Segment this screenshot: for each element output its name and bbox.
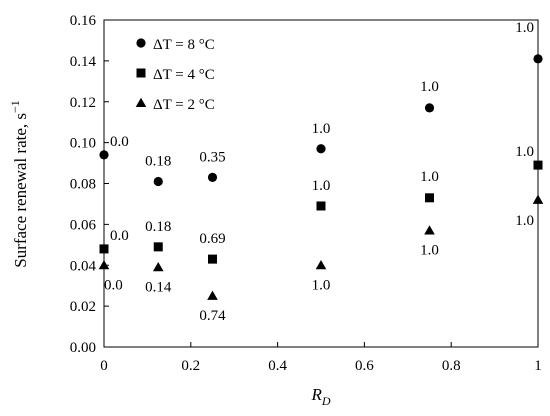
data-label: 1.0 xyxy=(420,169,439,185)
triangle-marker xyxy=(424,225,435,235)
data-label: 0.0 xyxy=(110,228,129,244)
y-tick-label: 0.16 xyxy=(70,13,97,29)
y-tick-label: 0.02 xyxy=(70,299,96,315)
triangle-marker xyxy=(207,290,218,300)
x-axis-title: RD xyxy=(310,385,330,408)
data-label: 0.18 xyxy=(145,153,171,169)
square-marker xyxy=(533,160,543,170)
square-marker xyxy=(153,242,163,252)
x-tick-label: 0.6 xyxy=(355,358,374,374)
data-label: 0.69 xyxy=(199,231,225,247)
data-label: 0.35 xyxy=(199,149,225,165)
data-label: 1.0 xyxy=(515,144,534,160)
x-tick-label: 0.4 xyxy=(268,358,287,374)
y-tick-label: 0.08 xyxy=(70,177,96,193)
triangle-marker xyxy=(98,259,110,270)
circle-marker xyxy=(207,172,218,182)
square-marker xyxy=(208,254,217,264)
data-label: 0.14 xyxy=(145,279,172,295)
data-label: 1.0 xyxy=(420,243,439,259)
y-tick-label: 0.10 xyxy=(70,136,96,152)
legend-label: ΔT = 2 °C xyxy=(153,97,215,113)
circle-marker xyxy=(136,38,146,48)
data-label: 1.0 xyxy=(312,277,331,293)
circle-marker xyxy=(424,103,435,113)
y-tick-label: 0.06 xyxy=(70,217,97,233)
data-label: 1.0 xyxy=(312,121,331,137)
legend-label: ΔT = 8 °C xyxy=(153,37,215,53)
data-label: 1.0 xyxy=(515,20,534,36)
data-markers xyxy=(98,54,544,300)
data-label: 0.18 xyxy=(145,219,171,235)
circle-marker xyxy=(153,176,163,187)
square-marker xyxy=(136,68,146,78)
x-tick-label: 1 xyxy=(534,358,542,374)
y-tick-label: 0.12 xyxy=(70,95,96,111)
circle-marker xyxy=(316,144,326,154)
square-marker xyxy=(425,193,434,203)
legend-label: ΔT = 4 °C xyxy=(153,67,215,83)
data-labels: 0.0 0.18 0.35 1.0 1.0 1.0 0.0 0.18 0.69 1.0 1.0 1.0… xyxy=(104,20,534,324)
x-tick-label: 0.8 xyxy=(442,358,461,374)
legend: ΔT = 8 °C ΔT = 4 °C ΔT = 2 °C xyxy=(135,37,215,113)
circle-marker xyxy=(99,150,109,160)
y-axis-title: Surface renewal rate, s−1 xyxy=(8,100,30,268)
data-label: 1.0 xyxy=(420,79,439,95)
x-tick-label: 0 xyxy=(100,358,108,374)
data-label: 0.0 xyxy=(104,277,123,293)
square-marker xyxy=(99,244,109,254)
x-tick-label: 0.2 xyxy=(181,358,200,374)
data-label: 1.0 xyxy=(312,178,331,194)
square-marker xyxy=(316,201,326,211)
y-tick-label: 0.14 xyxy=(70,54,97,70)
triangle-marker xyxy=(152,261,164,272)
y-tick-label: 0.04 xyxy=(70,258,97,274)
circle-marker xyxy=(533,54,543,64)
x-axis-ticks: 0 0.2 0.4 0.6 0.8 1 xyxy=(100,342,542,374)
y-axis-ticks: 0.00 0.02 0.04 0.06 0.08 0.10 0.12 0.14 0.16 xyxy=(70,13,109,356)
triangle-marker xyxy=(135,97,147,107)
y-tick-label: 0.00 xyxy=(70,340,96,356)
data-label: 0.0 xyxy=(110,134,129,150)
data-label: 0.74 xyxy=(199,308,226,324)
data-label: 1.0 xyxy=(515,213,534,229)
triangle-marker xyxy=(532,194,544,204)
triangle-marker xyxy=(315,259,327,270)
